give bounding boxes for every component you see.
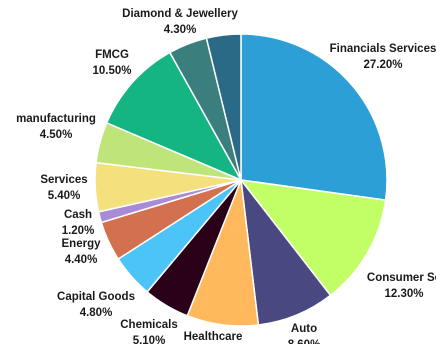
slice-label-consumer-se: Consumer Se [367, 272, 436, 284]
slice-label-financials-services: Financials Services [330, 43, 436, 55]
slice-value-label-energy: 4.40% [65, 254, 98, 266]
slice-label-cash: Cash [64, 209, 92, 221]
slice-label-healthcare: Healthcare [184, 331, 243, 343]
slice-value-label-financials-services: 27.20% [363, 59, 402, 71]
slice-value-label-diamond-and-jewellery: 4.30% [164, 24, 197, 36]
slice-value-label-fmcg: 10.50% [92, 65, 131, 77]
slice-label-chemicals: Chemicals [120, 319, 178, 331]
slice-label-manufacturing: manufacturing [16, 113, 96, 125]
slice-label-diamond-and-jewellery: Diamond & Jewellery [122, 8, 238, 20]
slice-label-energy: Energy [62, 238, 102, 250]
slice-value-label-cash: 1.20% [62, 225, 95, 237]
slice-label-capital-goods: Capital Goods [57, 291, 135, 303]
slice-value-label-auto: 8.60% [288, 339, 321, 344]
pie-slice-financials-services [240, 33, 388, 201]
slice-label-services: Services [40, 174, 87, 186]
slice-value-label-consumer-se: 12.30% [384, 288, 423, 300]
pie-slice-fmcg [105, 51, 242, 181]
slice-label-fmcg: FMCG [95, 49, 129, 61]
slice-value-label-chemicals: 5.10% [133, 335, 166, 344]
slice-label-auto: Auto [291, 323, 317, 335]
pie-slice-unlabeled-12 [205, 33, 242, 181]
slice-value-label-capital-goods: 4.80% [80, 307, 113, 319]
slice-value-label-manufacturing: 4.50% [40, 129, 73, 141]
slice-value-label-services: 5.40% [48, 190, 81, 202]
pie-slice-consumer-se [240, 179, 387, 297]
